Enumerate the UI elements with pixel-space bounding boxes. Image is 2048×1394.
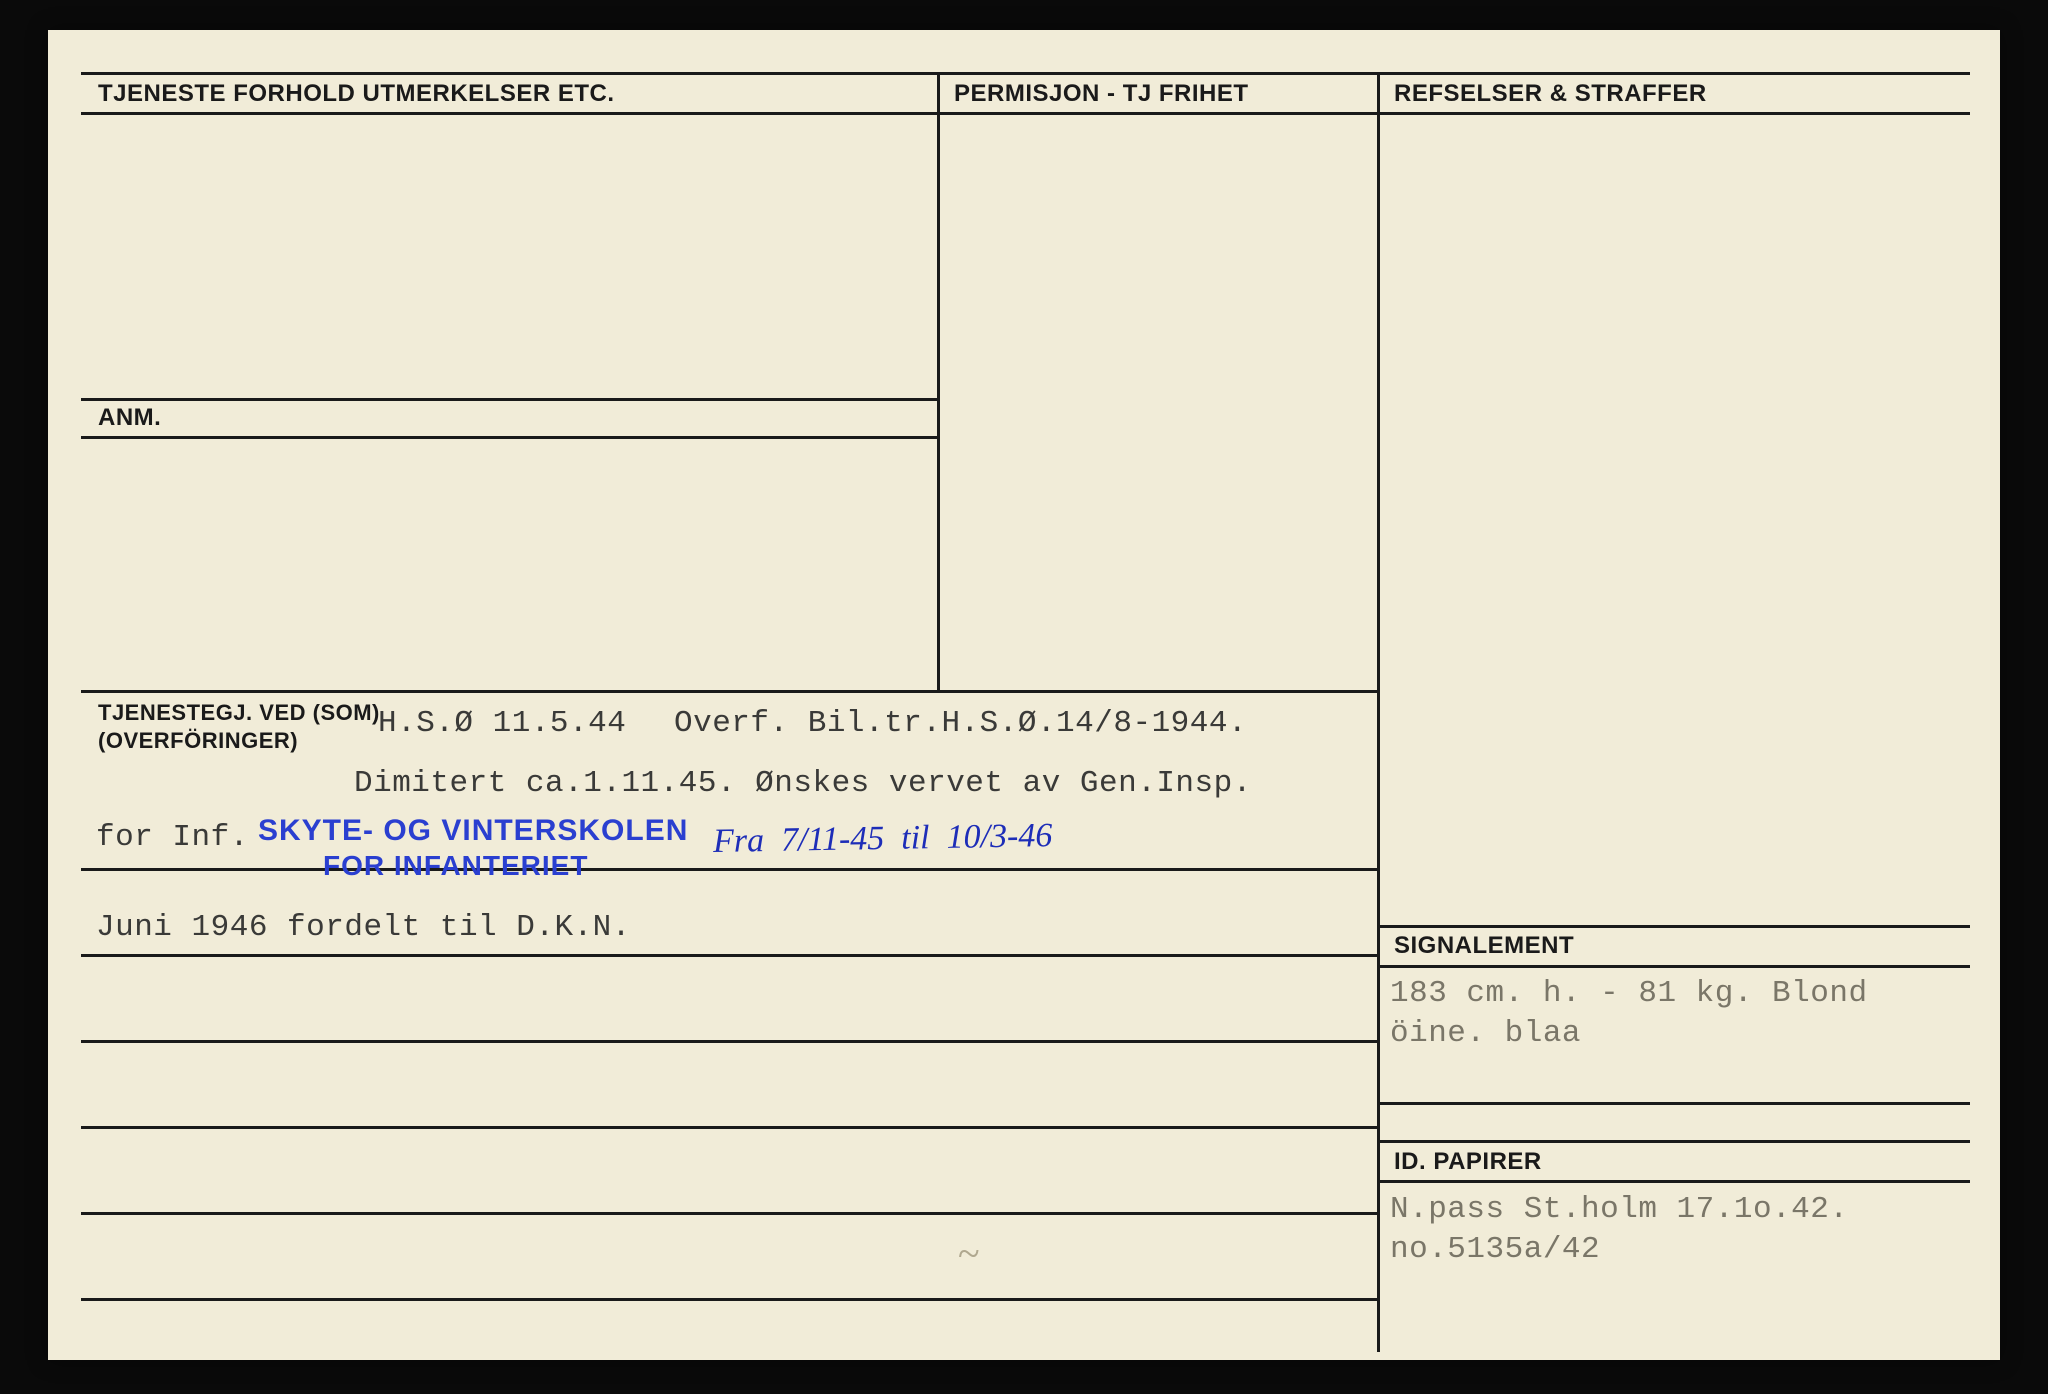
rule [1377, 72, 1380, 1352]
stamp-line2: FOR INFANTERIET [323, 850, 588, 882]
label-refselser: REFSELSER & STRAFFER [1394, 80, 1707, 108]
rule [937, 112, 1377, 115]
idpapirer-line2: no.5135a/42 [1390, 1232, 1600, 1267]
idpapirer-line1: N.pass St.holm 17.1o.42. [1390, 1192, 1848, 1227]
rule [1377, 1140, 1970, 1143]
rule [1377, 965, 1970, 968]
label-anm: ANM. [98, 404, 161, 432]
rule [1377, 925, 1970, 928]
rule [81, 436, 937, 439]
typed-line1a: H.S.Ø 11.5.44 [378, 706, 626, 741]
rule [937, 72, 1377, 75]
label-tjenestegj-2: (OVERFÖRINGER) [98, 728, 298, 754]
handwritten-dates: Fra 7/11-45 til 10/3-46 [713, 817, 1053, 861]
rule [81, 690, 1377, 693]
rule [937, 72, 940, 690]
rule [81, 954, 1377, 957]
typed-line3-prefix: for Inf. [96, 820, 249, 855]
rule [1377, 1180, 1970, 1183]
rule [81, 1040, 1377, 1043]
rule [81, 72, 937, 75]
rule [81, 868, 1377, 871]
rule [1377, 112, 1970, 115]
label-signalement: SIGNALEMENT [1394, 932, 1574, 960]
typed-line1b: Overf. Bil.tr.H.S.Ø.14/8-1944. [674, 706, 1247, 741]
rule [81, 1126, 1377, 1129]
label-tjeneste: TJENESTE FORHOLD UTMERKELSER ETC. [98, 80, 615, 108]
signalement-line2: öine. blaa [1390, 1016, 1581, 1051]
signalement-line1: 183 cm. h. - 81 kg. Blond [1390, 976, 1868, 1011]
rule [1377, 1102, 1970, 1105]
rule [81, 1212, 1377, 1215]
rule [81, 398, 937, 401]
rule [81, 112, 937, 115]
record-card: TJENESTE FORHOLD UTMERKELSER ETC. ANM. P… [48, 30, 2000, 1360]
stamp-line1: SKYTE- OG VINTERSKOLEN [258, 814, 688, 848]
label-tjenestegj-1: TJENESTEGJ. VED (SOM) [98, 700, 380, 726]
typed-line4: Juni 1946 fordelt til D.K.N. [96, 910, 631, 945]
label-permisjon: PERMISJON - TJ FRIHET [954, 80, 1249, 108]
rule [1377, 72, 1970, 75]
rule [81, 1298, 1377, 1301]
pencil-mark: ~ [958, 1230, 980, 1277]
typed-line2: Dimitert ca.1.11.45. Ønskes vervet av Ge… [354, 766, 1252, 801]
label-id-papirer: ID. PAPIRER [1394, 1148, 1542, 1176]
